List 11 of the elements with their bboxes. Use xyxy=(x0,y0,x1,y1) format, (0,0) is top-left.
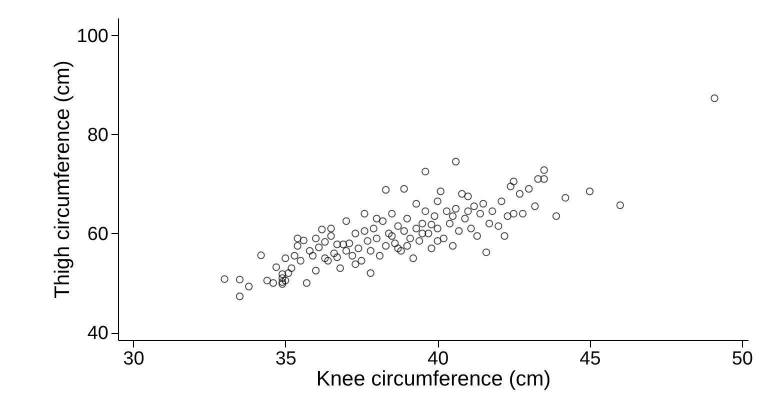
x-tick-label: 40 xyxy=(427,348,449,370)
y-tick-label: 100 xyxy=(76,26,108,47)
x-tick-label: 35 xyxy=(275,348,296,370)
y-tick-label: 40 xyxy=(87,323,108,344)
x-tick-label: 45 xyxy=(580,348,601,370)
x-tick-label: 30 xyxy=(123,348,144,370)
y-tick-label: 80 xyxy=(87,124,108,146)
x-axis-title: Knee circumference (cm) xyxy=(316,368,551,390)
y-tick-label: 60 xyxy=(87,224,108,245)
y-axis-title: Thigh circumference (cm) xyxy=(50,60,74,299)
x-tick-label: 50 xyxy=(732,348,753,370)
